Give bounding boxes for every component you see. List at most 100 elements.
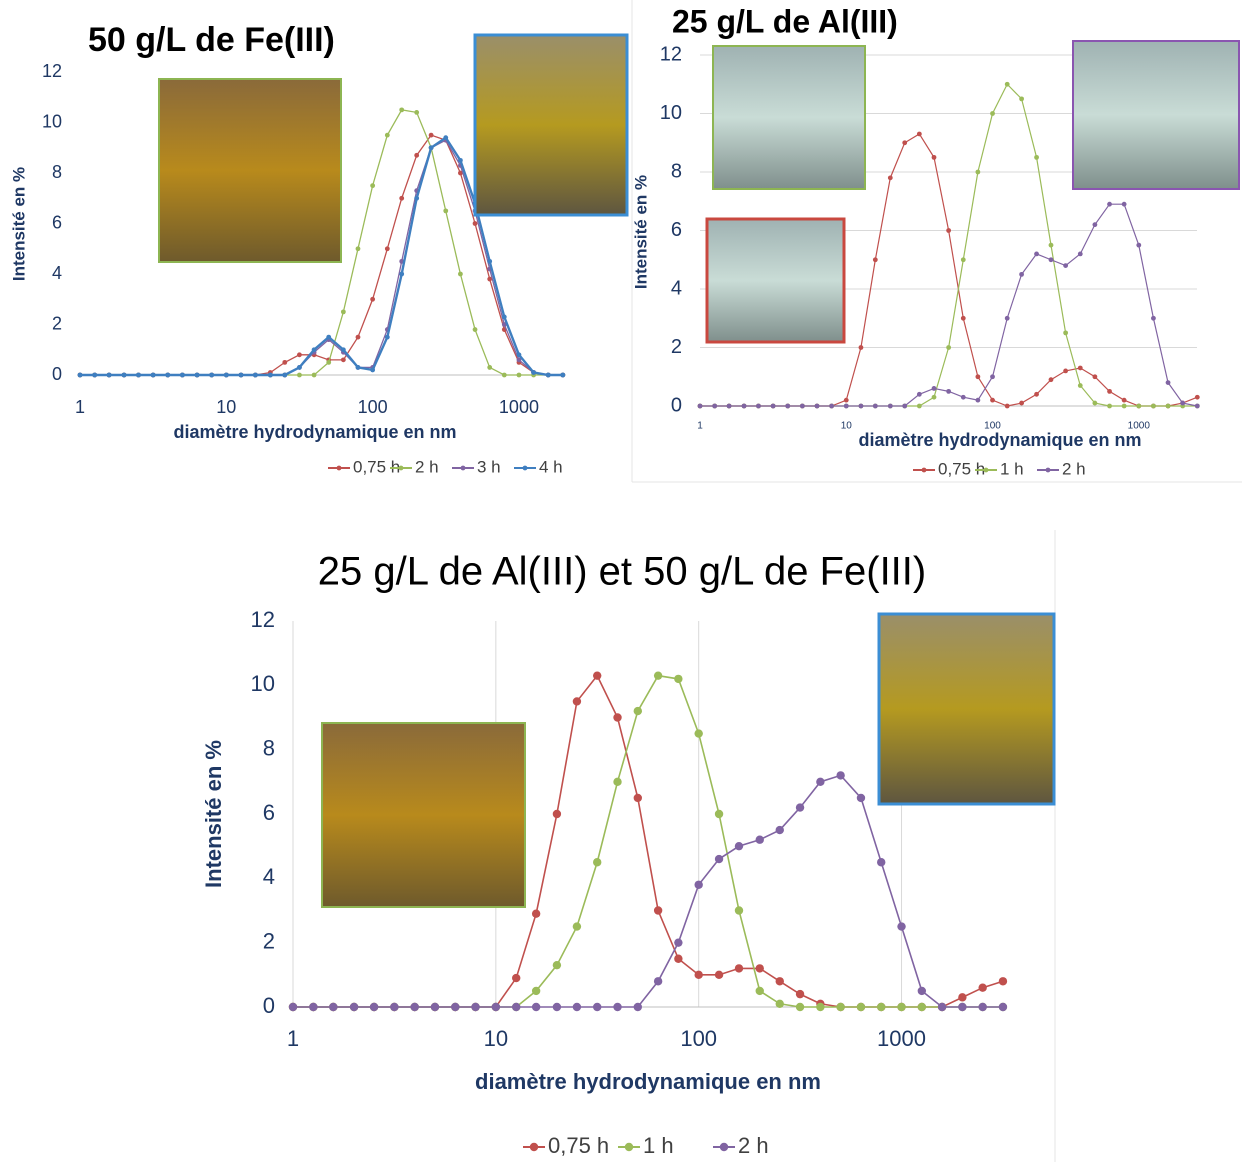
photo xyxy=(473,33,629,217)
data-point xyxy=(958,1002,967,1012)
y-tick-label: 8 xyxy=(263,735,275,760)
legend-label: 2 h xyxy=(1062,459,1086,478)
data-point xyxy=(150,372,156,378)
y-tick-label: 4 xyxy=(671,277,682,299)
data-point xyxy=(946,345,952,350)
data-point xyxy=(136,372,141,378)
data-point xyxy=(1077,365,1083,371)
data-point xyxy=(998,977,1008,986)
data-point xyxy=(1092,222,1098,228)
y-tick-label: 0 xyxy=(52,364,62,384)
data-point xyxy=(990,374,995,380)
data-point xyxy=(960,257,966,263)
data-point xyxy=(458,271,463,277)
data-point xyxy=(775,999,784,1008)
y-tick-label: 8 xyxy=(671,160,682,182)
data-point xyxy=(1077,383,1083,388)
data-point xyxy=(799,403,805,409)
data-point xyxy=(1107,403,1112,409)
x-axis-label: diamètre hydrodynamique en nm xyxy=(858,430,1141,450)
data-point xyxy=(674,674,683,684)
data-point xyxy=(531,986,541,996)
x-tick-label: 1 xyxy=(287,1026,299,1051)
data-point xyxy=(326,334,332,340)
data-point xyxy=(472,327,478,332)
data-point xyxy=(1019,271,1024,277)
data-point xyxy=(816,777,825,787)
data-point xyxy=(856,1002,866,1012)
data-point xyxy=(877,1002,886,1012)
y-tick-label: 6 xyxy=(263,800,275,825)
data-point xyxy=(1063,263,1069,268)
photo xyxy=(1072,40,1240,190)
data-point xyxy=(653,906,663,915)
data-point xyxy=(77,372,83,378)
y-tick-label: 6 xyxy=(52,212,62,232)
legend-marker xyxy=(1045,467,1051,473)
data-point xyxy=(714,809,724,819)
data-point xyxy=(755,964,764,973)
chart-title: 25 g/L de Al(III) xyxy=(672,3,898,39)
y-tick-label: 10 xyxy=(251,671,275,696)
legend-label: 1 h xyxy=(643,1133,674,1158)
data-point xyxy=(491,1002,501,1012)
legend-label: 1 h xyxy=(1000,459,1024,478)
data-point xyxy=(795,989,805,999)
y-tick-label: 2 xyxy=(52,313,62,333)
data-point xyxy=(1004,403,1010,409)
data-point xyxy=(775,825,784,835)
data-point xyxy=(756,403,761,409)
data-point xyxy=(734,964,744,973)
y-tick-label: 10 xyxy=(660,102,682,124)
chart: 25 g/L de Al(III) et 50 g/L de Fe(III) 0 2… xyxy=(201,550,1008,1158)
data-point xyxy=(472,221,478,226)
data-point xyxy=(1151,315,1156,321)
data-point xyxy=(458,157,463,163)
photo xyxy=(877,612,1056,806)
data-point xyxy=(633,706,643,716)
data-point xyxy=(897,922,906,931)
data-point xyxy=(531,909,541,918)
data-point xyxy=(975,397,981,403)
x-tick-label: 1 xyxy=(697,421,703,432)
data-point xyxy=(487,365,493,370)
data-point xyxy=(282,359,288,365)
legend-label: 2 h xyxy=(738,1133,769,1158)
data-point xyxy=(1180,400,1186,406)
x-tick-label: 10 xyxy=(841,421,853,432)
data-point xyxy=(487,276,493,282)
y-tick-label: 12 xyxy=(660,43,682,65)
data-point xyxy=(531,370,536,375)
x-tick-label: 100 xyxy=(680,1026,717,1051)
data-point xyxy=(960,315,966,321)
data-point xyxy=(399,107,405,113)
data-point xyxy=(369,1002,379,1012)
data-point xyxy=(370,183,376,189)
data-point xyxy=(843,403,849,409)
data-point xyxy=(516,352,522,358)
data-point xyxy=(252,372,258,378)
photo xyxy=(321,722,526,908)
data-point xyxy=(399,195,405,201)
legend-marker xyxy=(398,465,404,471)
data-point xyxy=(414,152,420,158)
legend-label: 4 h xyxy=(539,457,563,476)
chart-title: 50 g/L de Fe(III) xyxy=(88,21,335,59)
data-point xyxy=(613,713,622,722)
data-point xyxy=(238,372,244,378)
data-point xyxy=(1121,403,1127,409)
data-point xyxy=(560,372,566,378)
data-point xyxy=(795,803,805,812)
data-point xyxy=(512,973,521,983)
data-point xyxy=(872,403,878,409)
legend-marker xyxy=(921,467,927,473)
data-point xyxy=(593,1002,602,1012)
data-point xyxy=(937,1002,947,1012)
data-point xyxy=(1019,400,1024,406)
data-point xyxy=(726,403,732,409)
data-point xyxy=(902,403,908,409)
data-point xyxy=(1194,403,1200,409)
data-point xyxy=(501,314,507,320)
x-tick-label: 1000 xyxy=(1128,421,1151,432)
data-point xyxy=(694,729,703,738)
